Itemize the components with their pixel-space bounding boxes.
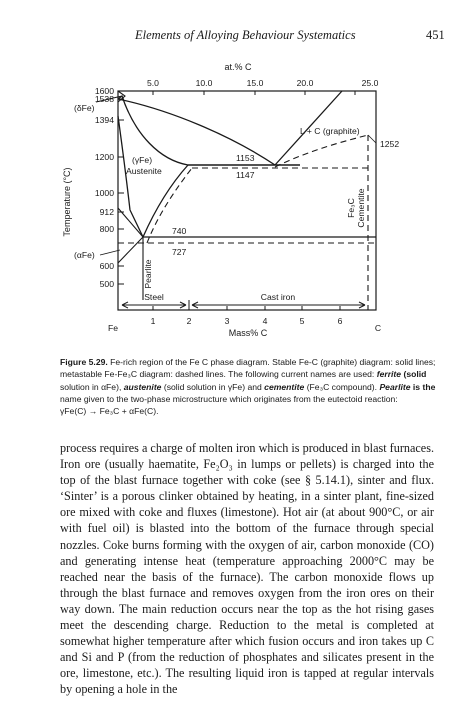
fe-label: Fe	[108, 323, 118, 333]
a3-boundary	[117, 115, 144, 238]
bottom-tick-6: 6	[338, 316, 343, 326]
metastable-graphite-liquidus	[274, 134, 369, 168]
caption-line-2: metastable Fe-Fe₃C diagram: dashed lines…	[60, 369, 427, 380]
page-number: 451	[426, 28, 445, 42]
bottom-axis-title: Mass% C	[229, 328, 268, 338]
liquidus-graphite	[274, 90, 343, 166]
liquidus-austenite	[117, 98, 276, 166]
caption-line-5: γFe(C) → Fe₃C + αFe(C).	[60, 406, 159, 417]
fe-c-phase-diagram: at.% C 5.0 10.0 15.0 20.0 25.0 1600 1538…	[62, 62, 399, 338]
gamma-fe-label: (γFe)	[132, 155, 152, 165]
delta-pointer	[95, 95, 123, 103]
y-tick-912: 912	[100, 207, 115, 217]
metastable-acm	[146, 167, 193, 244]
bottom-tick-5: 5	[300, 316, 305, 326]
top-tick-20: 20.0	[297, 78, 314, 88]
caption-line-1: Figure 5.29. Fe-rich region of the Fe C …	[60, 357, 436, 367]
alpha-fe-label: (αFe)	[74, 250, 95, 260]
pearlite-label: Pearlite	[143, 259, 153, 288]
running-title: Elements of Alloying Behaviour Systemati…	[135, 28, 356, 42]
cementite-label: Cementite	[356, 188, 366, 227]
y-tick-1200: 1200	[95, 152, 114, 162]
label-727: 727	[172, 247, 187, 257]
austenite-label: Austenite	[126, 166, 162, 176]
alpha-pointer	[99, 249, 121, 256]
left-ticks	[118, 90, 124, 285]
ferrite-boundary	[117, 207, 144, 264]
top-tick-5: 5.0	[147, 78, 159, 88]
delta-boundary	[117, 90, 126, 103]
body-text: process requires a charge of molten iron…	[60, 440, 434, 698]
top-tick-15: 15.0	[247, 78, 264, 88]
y-tick-1000: 1000	[95, 188, 114, 198]
cast-iron-label: Cast iron	[261, 292, 296, 302]
bottom-tick-4: 4	[263, 316, 268, 326]
fe3c-label: Fe₃C	[346, 198, 356, 218]
top-ticks	[152, 91, 356, 95]
label-1147: 1147	[236, 170, 255, 180]
plot-frame	[117, 90, 377, 311]
bottom-tick-1: 1	[151, 316, 156, 326]
top-tick-25: 25.0	[362, 78, 379, 88]
body-paragraph: process requires a charge of molten iron…	[60, 441, 434, 697]
solidus-austenite	[117, 94, 189, 166]
running-head: Elements of Alloying Behaviour Systemati…	[0, 28, 474, 46]
steel-label: Steel	[144, 292, 164, 302]
y-tick-600: 600	[100, 261, 115, 271]
bottom-tick-3: 3	[225, 316, 230, 326]
y-tick-500: 500	[100, 279, 115, 289]
bottom-tick-2: 2	[187, 316, 192, 326]
y-tick-1394: 1394	[95, 115, 114, 125]
arrow-heads	[121, 301, 366, 309]
liquid-graphite-label: L + C (graphite)	[300, 126, 360, 136]
caption-line-3: solution in αFe), austenite (solid solut…	[60, 381, 436, 392]
figure-caption: Figure 5.29. Fe-rich region of the Fe C …	[60, 356, 436, 417]
t1252-pointer	[367, 134, 377, 144]
y-axis-title: Temperature (°C)	[62, 167, 72, 236]
y-tick-1538: 1538	[95, 94, 114, 104]
caption-line-4: name given to the two-phase microstructu…	[60, 393, 398, 404]
top-tick-10: 10.0	[196, 78, 213, 88]
c-label: C	[375, 323, 381, 333]
y-tick-800: 800	[100, 224, 115, 234]
caption-label: Figure 5.29.	[60, 357, 108, 367]
label-1252: 1252	[380, 139, 399, 149]
y-tick-1600: 1600	[95, 86, 114, 96]
label-1153: 1153	[236, 153, 255, 163]
label-740: 740	[172, 226, 187, 236]
acm-line	[142, 164, 189, 238]
delta-fe-label: (δFe)	[74, 103, 95, 113]
top-axis-title: at.% C	[224, 62, 252, 72]
